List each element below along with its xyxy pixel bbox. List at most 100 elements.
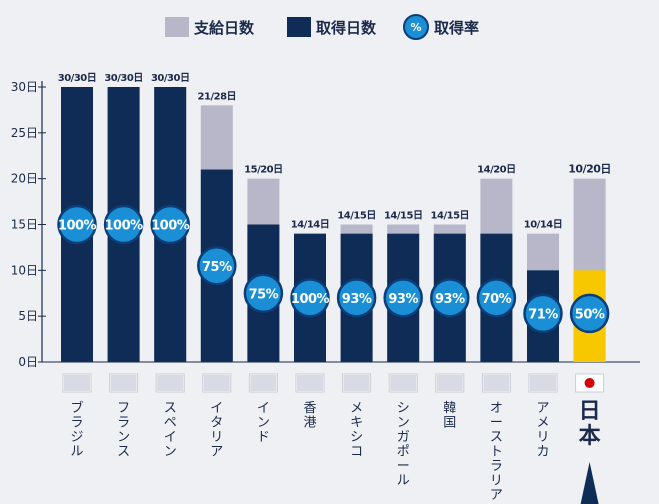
category-label-char: ペ (164, 416, 177, 431)
bar-value-label: 30/30日 (151, 72, 189, 84)
flag-icon (109, 373, 139, 393)
rate-label: 75% (202, 260, 232, 275)
y-tick-label: 25日 (11, 126, 38, 140)
category-label-char: メ (536, 416, 549, 431)
legend-rate-icon (403, 14, 429, 40)
flag-field (110, 375, 137, 391)
flag-field (250, 375, 277, 391)
legend-supply-label: 支給日数 (193, 19, 255, 37)
category-label-char: ト (490, 445, 503, 460)
category-label-char: ン (164, 445, 177, 460)
category-label-char: ス (490, 430, 503, 445)
category-label-char: イ (164, 430, 177, 445)
flag-field (297, 375, 323, 391)
flag-icon (62, 373, 92, 393)
category-label-char: オ (490, 401, 503, 416)
flag-field (390, 375, 417, 391)
rate-circle (150, 204, 190, 245)
flag-icon (202, 373, 232, 393)
bar-group: 30/30日 100% (57, 72, 97, 362)
y-tick-label: 20日 (11, 172, 38, 186)
bar-value-label: 14/14日 (291, 219, 329, 231)
category-label-char: コ (350, 445, 363, 460)
rate-circle (336, 278, 377, 318)
category-label-char: ル (397, 474, 410, 489)
category-label-char: ブ (70, 400, 83, 416)
category-label-char: カ (536, 445, 549, 460)
rate-label: 100% (291, 292, 330, 307)
y-tick-label: 5日 (18, 309, 38, 323)
rate-label: 100% (151, 219, 190, 234)
rate-label: 93% (342, 292, 372, 307)
category-label-char: ラ (70, 416, 83, 431)
bar-group: 21/28日 75% (197, 90, 237, 362)
category-label-char: ス (164, 401, 177, 416)
rate-label: 100% (58, 219, 97, 234)
rate-label: 50% (575, 307, 605, 322)
category-label-char: 日 (579, 399, 601, 424)
category-label-char: ラ (490, 459, 503, 474)
y-tick-label: 15日 (11, 218, 38, 232)
bar-value-label: 14/15日 (384, 210, 422, 222)
flag-field (203, 375, 230, 391)
flag-icon (388, 373, 418, 393)
y-tick-label: 0日 (18, 355, 38, 369)
category-label-char: ル (70, 445, 83, 460)
bar-group: 10/14日 71% (523, 219, 563, 362)
bar-group: 10/20日 50% (568, 163, 611, 362)
category-label-char: メ (350, 401, 363, 416)
category-label-char: イ (257, 401, 270, 416)
flag-field (64, 375, 90, 391)
category-label-char: ア (210, 445, 223, 460)
legend-rate-symbol: % (410, 21, 421, 34)
rate-label: 70% (482, 292, 512, 307)
category-label-char: ン (117, 430, 130, 445)
bar-value-label: 30/30日 (58, 72, 96, 84)
bar-value-label: 10/14日 (524, 219, 562, 231)
flag-field (483, 375, 510, 391)
rate-circle (197, 246, 237, 286)
category-label-char: 韓 (443, 401, 456, 416)
flag-field (436, 375, 463, 391)
flag-icon (435, 373, 465, 393)
bar-value-label: 14/15日 (337, 210, 375, 222)
rate-circle (569, 293, 610, 334)
category-label-char: ス (117, 445, 130, 460)
flag-icon (575, 373, 605, 393)
category-label-char: ー (397, 459, 410, 474)
flag-icon (481, 373, 511, 393)
bar-group: 30/30日 100% (103, 72, 144, 362)
category-label-char: 本 (579, 424, 601, 449)
bar-group: 14/15日 93% (336, 210, 377, 362)
bar-value-label: 10/20日 (568, 163, 611, 176)
rate-circle (476, 278, 517, 318)
x-axis: ブラジルフランススペインイタリアインド香港メキシコシンガポール韓国オーストラリア… (62, 373, 605, 504)
flag-field (157, 375, 184, 391)
category-label-char: リ (210, 430, 223, 445)
category-label-char: フ (117, 401, 130, 416)
y-tick-label: 30日 (11, 80, 38, 94)
rate-circle (57, 204, 97, 245)
bar-group: 14/15日 93% (430, 210, 470, 362)
category-label-char: ン (257, 416, 270, 431)
rate-circle (523, 293, 563, 334)
category-label-char: ガ (397, 430, 410, 445)
bar-value-label: 14/15日 (431, 210, 469, 222)
flag-field (530, 375, 556, 391)
category-label-char: 港 (303, 416, 316, 431)
bar-group: 14/20日 70% (476, 164, 517, 362)
category-label-char: ジ (70, 430, 83, 445)
rate-circle (290, 278, 330, 318)
category-label-char: 国 (443, 416, 456, 431)
rate-label: 100% (105, 219, 144, 234)
category-label-char: タ (210, 416, 223, 431)
bar-value-label: 14/20日 (477, 164, 515, 176)
legend-taken-swatch (287, 17, 311, 37)
rate-circle (383, 278, 423, 318)
category-label-char: シ (397, 401, 410, 416)
category-label-char: リ (536, 430, 549, 445)
rate-circle (243, 273, 284, 313)
bars: 30/30日100%30/30日100%30/30日100%21/28日75%1… (57, 72, 611, 362)
category-label-char: シ (350, 430, 363, 445)
highlight-arrow (580, 462, 599, 504)
